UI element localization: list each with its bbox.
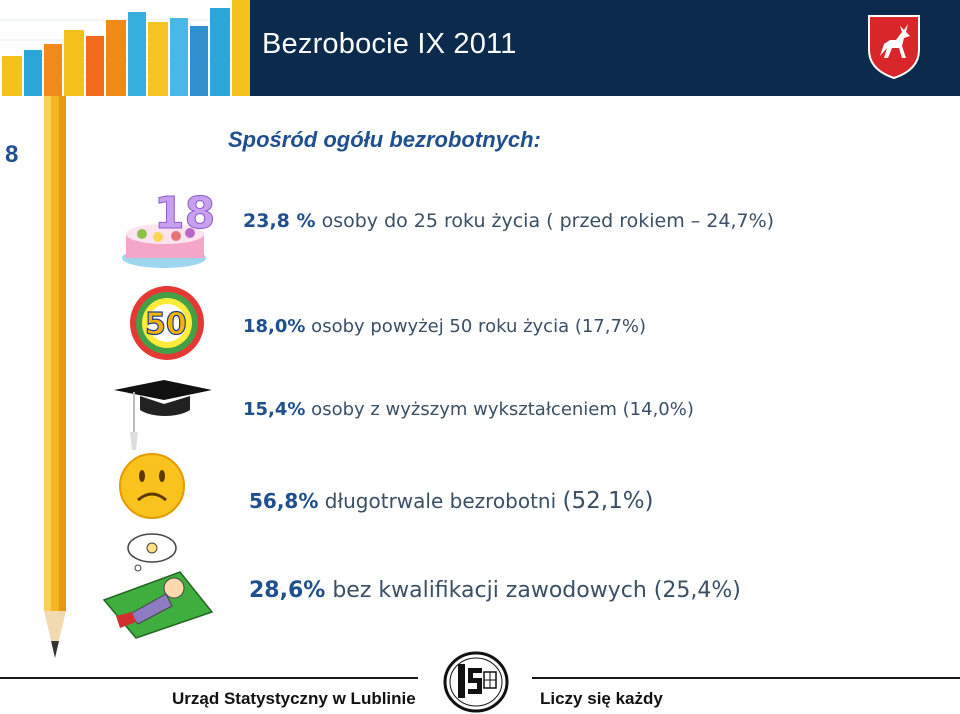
section-heading: Spośród ogółu bezrobotnych: (228, 127, 541, 152)
footer-slogan: Liczy się każdy (540, 689, 663, 708)
slide-number: 8 (5, 141, 19, 168)
us-stat-logo-icon (443, 651, 509, 713)
stat-long-term: 56,8% długotrwale bezrobotni (52,1%) (249, 488, 654, 514)
footer-divider-left (0, 677, 418, 679)
stat-value: 23,8 % (243, 210, 316, 232)
stat-value: 15,4% (243, 399, 306, 420)
graduation-cap-icon (114, 380, 212, 450)
stat-value: 28,6% (249, 578, 326, 603)
birthday-cake-icon: 18 (118, 180, 214, 272)
stat-previous: (52,1%) (562, 488, 654, 514)
stat-value: 18,0% (243, 316, 306, 337)
page-title: Bezrobocie IX 2011 (262, 28, 517, 60)
header-band (250, 0, 960, 96)
stat-text: osoby z wyższym wykształceniem (14,0%) (305, 399, 694, 420)
svg-text:50: 50 (145, 307, 187, 342)
stat-text: bez kwalifikacji zawodowych (25,4%) (325, 578, 741, 603)
dreaming-person-icon (102, 533, 214, 639)
stat-higher-education: 15,4% osoby z wyższym wykształceniem (14… (243, 399, 694, 420)
sad-face-icon (119, 453, 185, 519)
lublin-coat-of-arms-icon (868, 15, 920, 80)
footer-institution: Urząd Statystyczny w Lublinie (172, 689, 416, 708)
header: Bezrobocie IX 2011 (0, 0, 960, 96)
footer-divider-right (532, 677, 960, 679)
stat-value: 56,8% (249, 489, 319, 513)
balloon-50-icon: 50 (130, 286, 204, 360)
pencil-icon (44, 96, 66, 658)
colored-pencils-icon (0, 0, 250, 96)
stat-under-25: 23,8 % osoby do 25 roku życia ( przed ro… (243, 210, 774, 232)
stat-text: osoby do 25 roku życia ( przed rokiem – … (315, 210, 775, 232)
svg-text:18: 18 (154, 188, 214, 239)
stat-text: długotrwale bezrobotni (318, 489, 563, 513)
stat-over-50: 18,0% osoby powyżej 50 roku życia (17,7%… (243, 316, 646, 337)
stat-text: osoby powyżej 50 roku życia (17,7%) (305, 316, 647, 337)
stat-no-qualifications: 28,6% bez kwalifikacji zawodowych (25,4%… (249, 578, 741, 603)
